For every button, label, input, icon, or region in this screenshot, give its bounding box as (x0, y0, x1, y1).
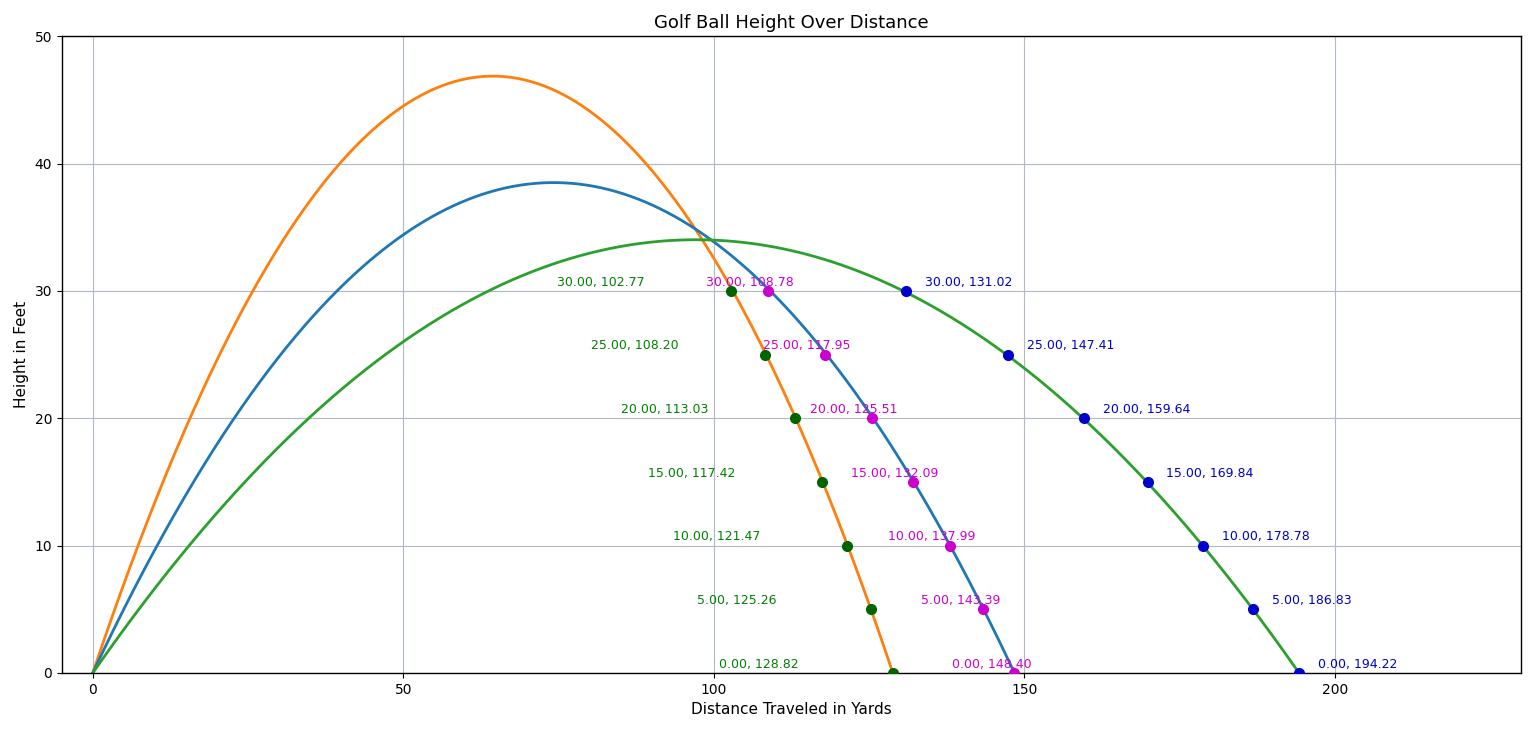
Text: 0.00, 128.82: 0.00, 128.82 (718, 658, 798, 671)
Text: 30.00, 108.78: 30.00, 108.78 (706, 276, 794, 289)
Text: 10.00, 121.47: 10.00, 121.47 (674, 531, 761, 543)
Text: 20.00, 113.03: 20.00, 113.03 (620, 403, 708, 416)
Text: 5.00, 186.83: 5.00, 186.83 (1271, 594, 1351, 607)
Text: 20.00, 159.64: 20.00, 159.64 (1102, 403, 1190, 416)
Text: 5.00, 125.26: 5.00, 125.26 (697, 594, 777, 607)
Text: 20.00, 125.51: 20.00, 125.51 (810, 403, 898, 416)
Text: 25.00, 147.41: 25.00, 147.41 (1027, 339, 1114, 352)
Text: 15.00, 132.09: 15.00, 132.09 (850, 467, 938, 480)
Text: 15.00, 117.42: 15.00, 117.42 (648, 467, 735, 480)
Text: 15.00, 169.84: 15.00, 169.84 (1167, 467, 1254, 480)
Title: Golf Ball Height Over Distance: Golf Ball Height Over Distance (654, 14, 929, 32)
Text: 25.00, 117.95: 25.00, 117.95 (763, 339, 850, 352)
Text: 5.00, 143.39: 5.00, 143.39 (921, 594, 1001, 607)
Text: 10.00, 137.99: 10.00, 137.99 (887, 531, 975, 543)
Text: 10.00, 178.78: 10.00, 178.78 (1222, 531, 1309, 543)
Y-axis label: Height in Feet: Height in Feet (14, 301, 29, 408)
Text: 30.00, 131.02: 30.00, 131.02 (926, 276, 1013, 289)
Text: 0.00, 148.40: 0.00, 148.40 (952, 658, 1032, 671)
Text: 25.00, 108.20: 25.00, 108.20 (591, 339, 678, 352)
Text: 0.00, 194.22: 0.00, 194.22 (1317, 658, 1397, 671)
Text: 30.00, 102.77: 30.00, 102.77 (557, 276, 645, 289)
X-axis label: Distance Traveled in Yards: Distance Traveled in Yards (691, 702, 892, 717)
